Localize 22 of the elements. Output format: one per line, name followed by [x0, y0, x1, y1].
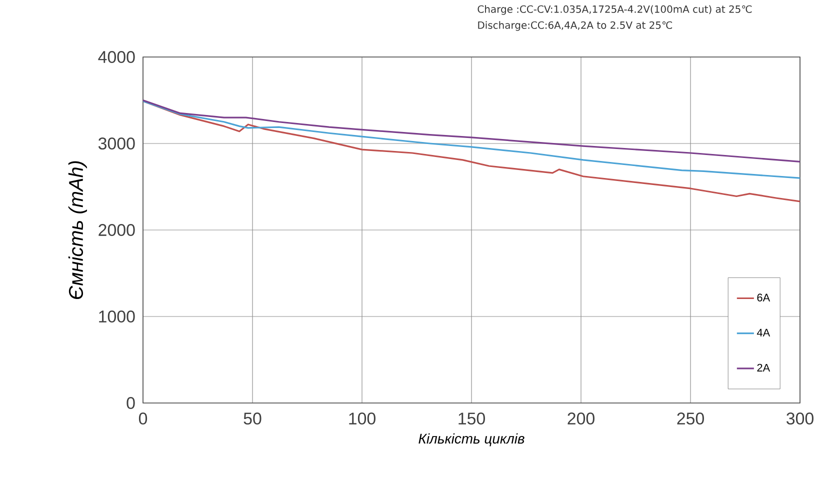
y-axis-title: Ємність (mAh)	[68, 161, 87, 299]
x-tick-label: 200	[568, 412, 594, 425]
x-tick-label: 0	[138, 412, 148, 425]
line-series	[143, 100, 800, 202]
x-tick-label: 150	[458, 412, 485, 425]
y-tick-label: 1000	[99, 310, 135, 322]
line-series	[143, 100, 800, 179]
text: Charge :CC-CV:1.035A,1725A-4.2V(100mA cut) at 25℃	[478, 5, 752, 15]
y-tick-label: 0	[126, 397, 135, 409]
text: Discharge:CC:6A,4A,2A to 2.5V at 25℃	[478, 21, 672, 31]
x-tick-label: 50	[244, 412, 262, 425]
x-tick-label: 100	[349, 412, 376, 425]
legend-label: 6A	[757, 294, 770, 302]
legend-label: 2A	[757, 364, 770, 372]
x-axis-title: Кількість циклів	[418, 433, 524, 446]
x-tick-label: 300	[786, 412, 814, 425]
y-tick-label: 4000	[98, 51, 135, 63]
y-tick-label: 2000	[98, 224, 135, 236]
legend-label: 4A	[756, 328, 770, 336]
line-series	[143, 99, 800, 162]
y-tick-label: 3000	[98, 138, 135, 150]
x-tick-label: 250	[677, 412, 704, 425]
